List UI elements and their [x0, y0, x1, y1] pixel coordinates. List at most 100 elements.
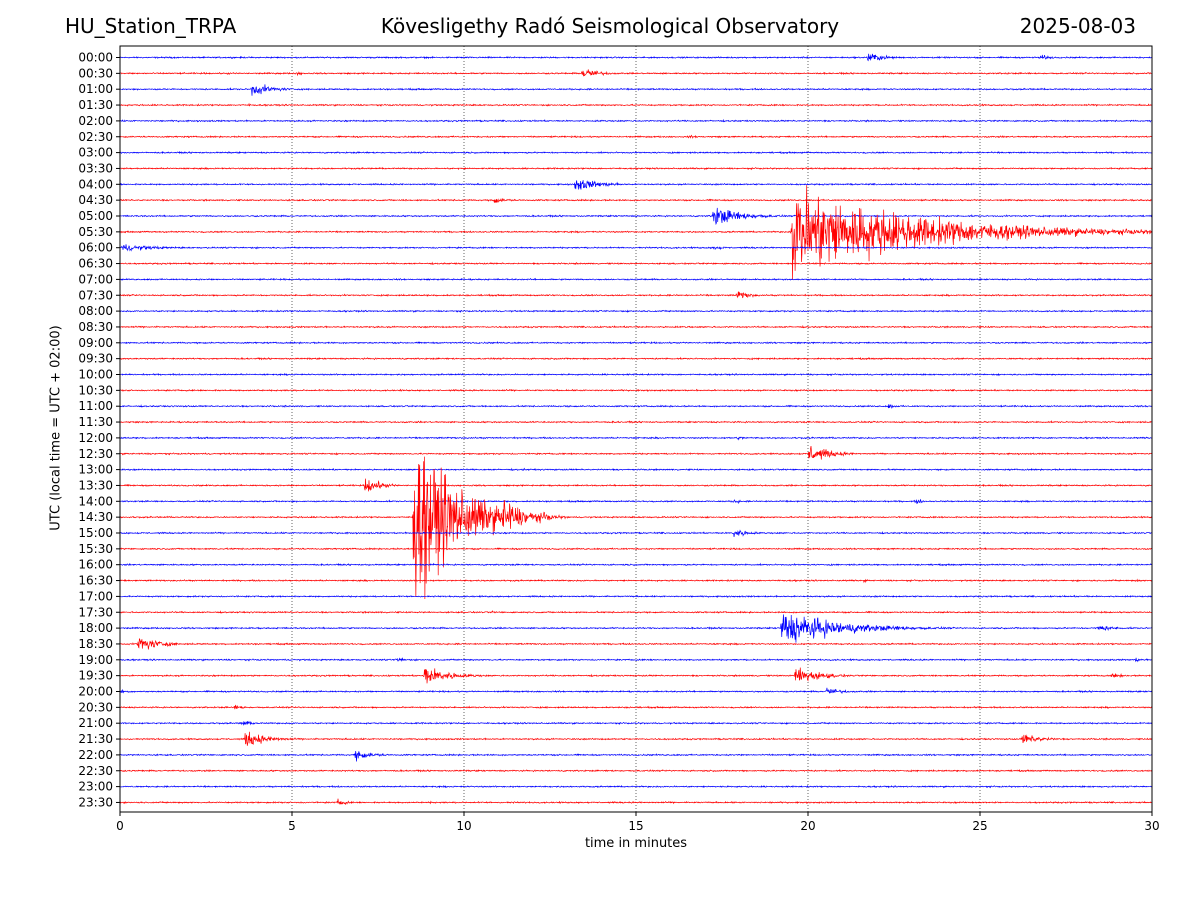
trace-1600	[120, 562, 1152, 567]
trace-1400	[120, 498, 1152, 505]
trace-0430	[120, 198, 1152, 203]
y-tick-label: 10:30	[78, 383, 113, 397]
trace-1900	[120, 657, 1152, 663]
trace-0930	[120, 356, 1152, 361]
y-tick-label: 18:00	[78, 621, 113, 635]
station-label: HU_Station_TRPA	[65, 14, 237, 38]
y-tick-label: 09:00	[78, 336, 113, 350]
trace-1500	[120, 529, 1152, 537]
y-tick-label: 05:30	[78, 225, 113, 239]
date-label: 2025-08-03	[1019, 14, 1136, 38]
trace-0800	[120, 309, 1152, 313]
y-tick-label: 19:00	[78, 653, 113, 667]
y-tick-label: 11:00	[78, 399, 113, 413]
trace-0100	[120, 84, 1152, 96]
y-tick-label: 17:00	[78, 589, 113, 603]
trace-1830	[120, 638, 1152, 650]
x-tick-label: 25	[972, 819, 987, 833]
x-tick-label: 20	[800, 819, 815, 833]
trace-1530	[120, 547, 1152, 551]
y-tick-label: 01:30	[78, 98, 113, 112]
y-tick-label: 21:30	[78, 732, 113, 746]
trace-0400	[120, 180, 1152, 190]
trace-1300	[120, 467, 1152, 472]
trace-2100	[120, 720, 1152, 726]
trace-1430	[120, 456, 1152, 599]
trace-0030	[120, 69, 1152, 77]
y-tick-label: 12:30	[78, 447, 113, 461]
y-tick-label: 01:00	[78, 82, 113, 96]
trace-1000	[120, 372, 1152, 377]
x-tick-label: 30	[1144, 819, 1159, 833]
trace-0600	[120, 244, 1152, 252]
trace-0730	[120, 291, 1152, 299]
y-tick-label: 00:30	[78, 66, 113, 80]
y-tick-label: 07:00	[78, 272, 113, 286]
y-tick-label: 07:30	[78, 288, 113, 302]
y-tick-label: 11:30	[78, 415, 113, 429]
trace-1030	[120, 388, 1152, 393]
y-tick-label: 06:30	[78, 257, 113, 271]
y-tick-label: 20:00	[78, 685, 113, 699]
trace-2030	[120, 704, 1152, 710]
trace-1630	[120, 578, 1152, 584]
x-tick-label: 5	[288, 819, 296, 833]
trace-1130	[120, 420, 1152, 424]
trace-0630	[120, 261, 1152, 266]
y-tick-label: 16:00	[78, 558, 113, 572]
trace-2000	[120, 687, 1152, 695]
y-tick-label: 10:00	[78, 368, 113, 382]
trace-0000	[120, 53, 1152, 62]
y-tick-label: 23:00	[78, 780, 113, 794]
y-tick-label: 00:00	[78, 51, 113, 65]
trace-0530	[120, 185, 1152, 280]
y-tick-label: 15:00	[78, 526, 113, 540]
vertical-grid	[291, 46, 981, 812]
y-tick-label: 16:30	[78, 574, 113, 588]
y-tick-label: 02:30	[78, 130, 113, 144]
y-tick-label: 14:30	[78, 510, 113, 524]
y-tick-label: 19:30	[78, 669, 113, 683]
y-axis-label: UTC (local time = UTC + 02:00)	[48, 325, 64, 531]
y-tick-label: 03:00	[78, 146, 113, 160]
trace-0130	[120, 102, 1152, 107]
y-tick-label: 20:30	[78, 700, 113, 714]
y-tick-label: 05:00	[78, 209, 113, 223]
y-tick-label: 22:00	[78, 748, 113, 762]
trace-2230	[120, 768, 1152, 773]
y-tick-label: 23:30	[78, 795, 113, 809]
x-tick-label: 0	[116, 819, 124, 833]
y-tick-label: 08:00	[78, 304, 113, 318]
x-tick-label: 10	[456, 819, 471, 833]
y-tick-label: 15:30	[78, 542, 113, 556]
y-tick-label: 04:30	[78, 193, 113, 207]
trace-0700	[120, 277, 1152, 282]
y-tick-label: 08:30	[78, 320, 113, 334]
seismic-traces	[120, 53, 1152, 806]
y-tick-label: 13:30	[78, 478, 113, 492]
y-tick-label: 17:30	[78, 605, 113, 619]
trace-0330	[120, 166, 1152, 171]
y-tick-label: 22:30	[78, 764, 113, 778]
trace-2330	[120, 798, 1152, 806]
trace-0500	[120, 207, 1152, 226]
y-tick-label: 14:00	[78, 494, 113, 508]
trace-0830	[120, 324, 1152, 329]
trace-1930	[120, 667, 1152, 684]
trace-2300	[120, 784, 1152, 789]
trace-0200	[120, 118, 1152, 123]
trace-1230	[120, 445, 1152, 460]
y-tick-label: 13:00	[78, 463, 113, 477]
y-tick-label: 21:00	[78, 716, 113, 730]
y-tick-label: 06:00	[78, 241, 113, 255]
trace-2200	[120, 751, 1152, 762]
trace-1200	[120, 436, 1152, 441]
y-tick-label: 02:00	[78, 114, 113, 128]
trace-0300	[120, 150, 1152, 155]
y-tick-label: 04:00	[78, 177, 113, 191]
trace-2130	[120, 731, 1152, 746]
trace-1330	[120, 478, 1152, 492]
trace-0900	[120, 341, 1152, 345]
x-axis-label: time in minutes	[584, 836, 688, 851]
